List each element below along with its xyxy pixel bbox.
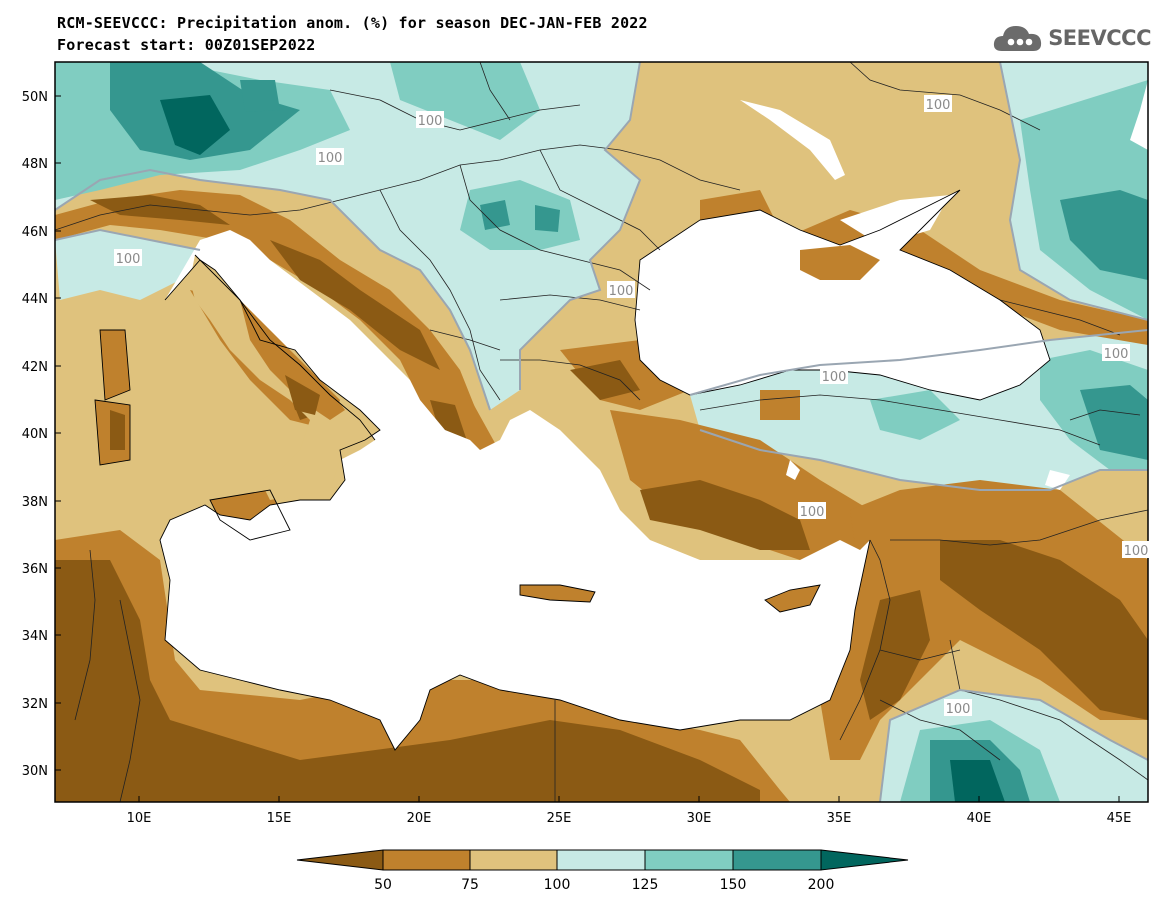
contour-label: 100 <box>318 151 343 166</box>
lon-label: 35E <box>827 811 852 826</box>
lat-label: 34N <box>22 629 48 644</box>
colorbar-segment <box>644 849 734 871</box>
azov-sea <box>840 195 950 245</box>
lat-label: 42N <box>22 360 48 375</box>
lon-label: 40E <box>967 811 992 826</box>
cyprus <box>765 585 820 612</box>
lon-label: 10E <box>127 811 152 826</box>
contour-label: 100 <box>418 114 443 129</box>
latitude-axis: 50N 48N 46N 44N 42N 40N 38N 36N 34N 32N … <box>22 90 61 779</box>
cloud-icon <box>994 26 1042 51</box>
seevccc-logo: SEEVCCC <box>992 20 1151 56</box>
contour-label: 100 <box>822 370 847 385</box>
lat-label: 36N <box>22 562 48 577</box>
contour-label: 100 <box>609 284 634 299</box>
lon-label: 20E <box>407 811 432 826</box>
colorbar-tick: 200 <box>808 877 835 893</box>
contour-label: 100 <box>926 98 951 113</box>
logo-text: SEEVCCC <box>1048 26 1151 50</box>
lat-label: 30N <box>22 764 48 779</box>
colorbar-legend: 50 75 100 125 150 200 <box>296 849 909 893</box>
colorbar-segment <box>382 849 471 871</box>
anomaly-field <box>55 62 1148 802</box>
lat-label: 46N <box>22 225 48 240</box>
contour-label: 100 <box>1124 544 1149 559</box>
contour-label: 100 <box>800 505 825 520</box>
mediterranean-sea <box>160 230 870 750</box>
caspian-edge <box>1130 62 1148 150</box>
lat-label: 32N <box>22 697 48 712</box>
forecast-start: Forecast start: 00Z01SEP2022 <box>57 36 316 54</box>
contour-label: 100 <box>946 702 971 717</box>
contour-label: 100 <box>116 252 141 267</box>
lon-label: 45E <box>1107 811 1132 826</box>
lon-label: 25E <box>547 811 572 826</box>
colorbar-tick: 75 <box>461 877 479 893</box>
lon-label: 30E <box>687 811 712 826</box>
country-borders <box>55 62 1148 802</box>
contour-labels: 100 100 100 100 100 100 100 100 100 100 <box>114 95 1150 717</box>
colorbar-tick: 50 <box>374 877 392 893</box>
lat-label: 40N <box>22 427 48 442</box>
lat-label: 38N <box>22 495 48 510</box>
colorbar-tick: 100 <box>544 877 571 893</box>
colorbar-segment <box>296 849 384 871</box>
colorbar-segment <box>820 849 909 871</box>
longitude-axis: 10E 15E 20E 25E 30E 35E 40E 45E <box>127 796 1132 826</box>
colorbar-segment <box>732 849 822 871</box>
colorbar-segment <box>469 849 558 871</box>
map-title: RCM-SEEVCCC: Precipitation anom. (%) for… <box>57 14 648 32</box>
colorbar-segment <box>556 849 646 871</box>
contour-label: 100 <box>1104 347 1129 362</box>
black-sea <box>635 190 1050 400</box>
lat-label: 48N <box>22 157 48 172</box>
contour-100 <box>55 62 1148 802</box>
crimea <box>800 245 880 280</box>
colorbar-tick: 150 <box>720 877 747 893</box>
lat-label: 50N <box>22 90 48 105</box>
lat-label: 44N <box>22 292 48 307</box>
map-frame <box>54 61 1149 803</box>
colorbar-tick: 125 <box>632 877 659 893</box>
lon-label: 15E <box>267 811 292 826</box>
